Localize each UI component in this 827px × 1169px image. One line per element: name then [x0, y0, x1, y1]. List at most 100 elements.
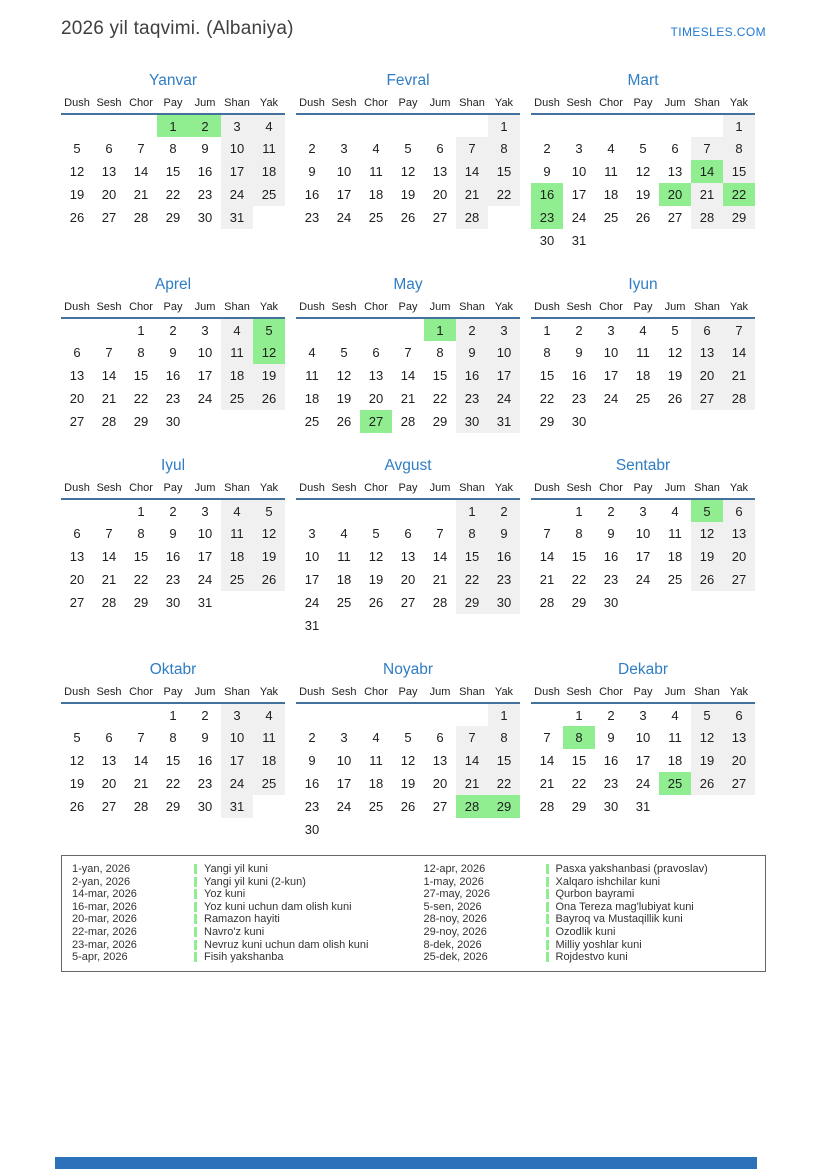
weekday-header: Jum — [189, 686, 221, 704]
day-cell: 2 — [201, 707, 209, 723]
weekday-header: Shan — [456, 686, 488, 704]
day-cell: 2 — [308, 141, 316, 156]
day-cell: 18 — [635, 368, 651, 383]
month-title: May — [393, 276, 423, 293]
day-cell: 19 — [253, 364, 285, 387]
day-cell: 12 — [667, 345, 683, 360]
day-cell: 5 — [340, 345, 348, 360]
day-cell: 19 — [691, 749, 723, 772]
site-link[interactable]: TIMESLES.COM — [670, 25, 766, 39]
empty-day-cell — [392, 318, 424, 341]
day-cell: 24 — [635, 776, 651, 791]
day-cell: 25 — [603, 210, 619, 225]
day-cell: 8 — [575, 526, 583, 541]
day-cell: 15 — [133, 549, 149, 564]
day-cell: 30 — [456, 410, 488, 433]
empty-day-cell — [531, 499, 563, 522]
day-cell: 20 — [69, 391, 85, 406]
day-cell: 11 — [636, 345, 650, 360]
day-cell: 29 — [133, 414, 149, 429]
day-cell: 4 — [340, 526, 348, 541]
day-cell: 15 — [133, 368, 149, 383]
day-cell: 4 — [372, 730, 380, 745]
legend-row: 28-noy, 2026 Bayroq va Mustaqillik kuni — [414, 913, 766, 926]
day-cell: 14 — [101, 549, 117, 564]
day-cell: 2 — [169, 503, 177, 519]
day-cell: 31 — [221, 795, 253, 818]
month-calendar: Dush Sesh Chor Pay Jum Shan Yak 1 2 3 4 5 6 7 8 9 10 11 12… — [531, 301, 755, 433]
day-cell: 25 — [667, 572, 683, 587]
day-cell: 16 — [603, 753, 619, 768]
legend-holiday-name: Yoz kuni — [204, 888, 246, 901]
day-cell: 31 — [635, 799, 651, 814]
day-cell: 6 — [691, 318, 723, 341]
holiday-tick-icon — [194, 939, 197, 950]
empty-day-cell — [691, 410, 723, 433]
legend-row: 23-mar, 2026 Nevruz kuni uchun dam olish … — [62, 939, 414, 952]
empty-day-cell — [488, 206, 520, 229]
day-cell: 3 — [575, 141, 583, 156]
empty-day-cell — [659, 410, 691, 433]
day-cell: 18 — [368, 187, 384, 202]
day-cell: 25 — [304, 414, 320, 429]
empty-day-cell — [691, 591, 723, 614]
day-cell: 21 — [101, 572, 117, 587]
day-cell: 14 — [539, 753, 555, 768]
day-cell: 11 — [604, 164, 618, 179]
day-cell: 3 — [639, 503, 647, 519]
legend-holiday-name: Navro'z kuni — [204, 925, 265, 938]
day-cell: 4 — [308, 345, 316, 360]
holiday-tick-icon — [194, 864, 197, 874]
legend-holiday-name: Yangi yil kuni (2-kun) — [204, 875, 306, 888]
day-cell: 1 — [575, 707, 583, 723]
empty-day-cell — [723, 591, 755, 614]
empty-day-cell — [221, 410, 253, 433]
weekday-header: Shan — [456, 97, 488, 115]
legend-row: 27-may, 2026 Qurbon bayrami — [414, 888, 766, 901]
day-cell: 30 — [197, 799, 213, 814]
day-cell: 7 — [723, 318, 755, 341]
day-cell: 4 — [221, 318, 253, 341]
months-grid: Yanvar Dush Sesh Chor Pay Jum Shan Yak 1 2 3 4 5 6 7 8 9… — [61, 72, 827, 841]
day-cell: 9 — [201, 730, 209, 745]
weekday-header: Chor — [125, 482, 157, 500]
empty-day-cell — [627, 410, 659, 433]
day-cell: 1 — [456, 499, 488, 522]
day-cell: 2 — [169, 322, 177, 338]
empty-day-cell — [392, 114, 424, 137]
empty-day-cell — [659, 591, 691, 614]
day-cell: 27 — [400, 595, 416, 610]
month-calendar: Dush Sesh Chor Pay Jum Shan Yak 1 2 3 4 5 6 7 8 9 10 11 12… — [61, 301, 285, 433]
day-cell: 30 — [571, 414, 587, 429]
day-cell: 19 — [691, 545, 723, 568]
day-cell: 16 — [304, 187, 320, 202]
day-cell: 18 — [221, 364, 253, 387]
legend-row: 2-yan, 2026 Yangi yil kuni (2-kun) — [62, 876, 414, 889]
legend-date: 5-sen, 2026 — [423, 900, 482, 913]
legend-holiday-name: Xalqaro ishchilar kuni — [555, 875, 661, 888]
day-cell: 27 — [691, 387, 723, 410]
month-title: Noyabr — [383, 661, 433, 678]
day-cell: 19 — [635, 187, 651, 202]
empty-day-cell — [488, 818, 520, 841]
weekday-header: Dush — [61, 97, 93, 115]
day-cell: 16 — [165, 368, 181, 383]
day-cell: 9 — [607, 730, 615, 745]
weekday-header: Sesh — [93, 482, 125, 500]
holiday-tick-icon — [545, 889, 549, 900]
day-cell: 13 — [101, 164, 117, 179]
weekday-header: Jum — [659, 686, 691, 704]
weekday-header: Chor — [125, 686, 157, 704]
day-cell: 26 — [635, 210, 651, 225]
day-cell: 20 — [69, 572, 85, 587]
holiday-tick-icon — [545, 901, 549, 912]
day-cell: 29 — [432, 414, 448, 429]
holiday-day-cell: 28 — [456, 795, 488, 818]
legend-holiday-name: Pasxa yakshanbasi (pravoslav) — [555, 863, 708, 875]
empty-day-cell — [627, 114, 659, 137]
day-cell: 26 — [336, 414, 352, 429]
day-cell: 11 — [337, 549, 351, 564]
day-cell: 23 — [488, 568, 520, 591]
day-cell: 4 — [253, 703, 285, 726]
